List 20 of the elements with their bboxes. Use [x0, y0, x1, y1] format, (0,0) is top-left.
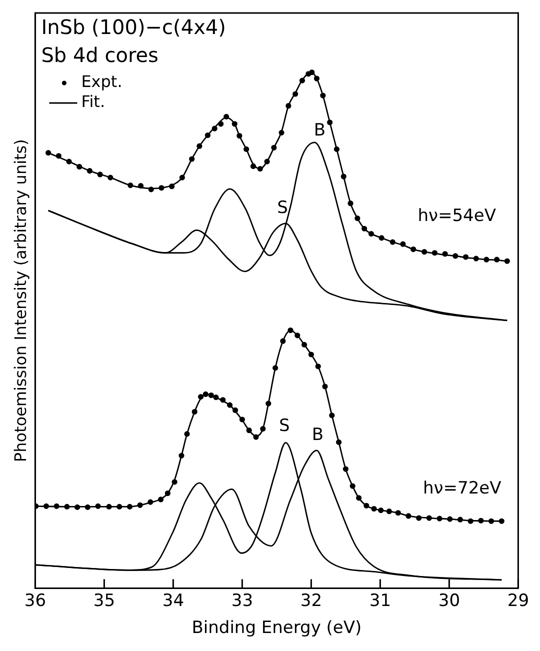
x-tick-label: 33 [231, 590, 254, 611]
annotation: hν=54eV [418, 206, 496, 226]
y-axis-title: Photoemission Intensity (arbitrary units) [10, 139, 30, 462]
annotation: hν=72eV [423, 478, 502, 499]
x-tick-label: 31 [369, 590, 392, 611]
chart-title: InSb (100)−c(4x4) [41, 15, 226, 40]
x-tick-label: 35 [93, 590, 116, 611]
x-tick-label: 32 [300, 590, 322, 611]
annotation: B [314, 120, 326, 140]
annotation: B [312, 425, 324, 446]
legend-label: Fit. [81, 92, 106, 112]
annotation: S [279, 416, 290, 436]
chart-subtitle: Sb 4d cores [41, 43, 158, 68]
annotation: S [277, 198, 288, 218]
x-tick-label: 34 [162, 590, 184, 611]
x-tick-label: 36 [24, 590, 46, 611]
x-tick-label: 29 [507, 590, 530, 611]
legend-label: Expt. [81, 72, 122, 92]
x-axis-title: Binding Energy (eV) [192, 618, 362, 638]
x-tick-label: 30 [438, 590, 460, 611]
